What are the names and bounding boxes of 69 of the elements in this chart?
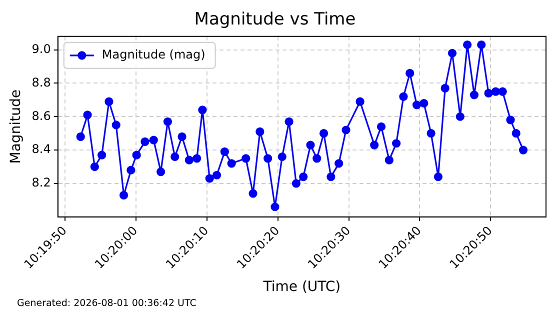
point	[370, 140, 379, 150]
point	[512, 129, 520, 138]
point	[126, 166, 136, 174]
point	[220, 147, 229, 156]
point	[178, 132, 186, 141]
point	[98, 150, 106, 160]
legend-label: Magnitude (mag)	[102, 48, 206, 62]
point	[456, 112, 464, 121]
point	[326, 172, 336, 182]
y-tick-label: 8.4	[32, 142, 51, 156]
point	[242, 154, 250, 163]
point	[156, 167, 166, 176]
point	[392, 139, 401, 148]
point	[227, 159, 236, 168]
point	[119, 190, 128, 200]
point	[278, 152, 286, 162]
point	[264, 154, 272, 163]
point	[376, 122, 386, 131]
point	[192, 154, 202, 163]
point	[506, 116, 515, 124]
point	[292, 179, 300, 188]
point	[104, 97, 114, 106]
point	[412, 100, 422, 110]
point	[312, 154, 322, 163]
point	[426, 129, 436, 138]
text: Generated: 2026-08-01 00:36:42 UTC	[17, 298, 196, 309]
point	[140, 137, 150, 146]
point	[205, 174, 214, 183]
point	[319, 129, 328, 138]
point	[212, 170, 222, 180]
point	[518, 146, 528, 154]
point	[90, 162, 99, 172]
point	[163, 117, 172, 126]
point	[198, 106, 207, 114]
point	[342, 126, 350, 134]
point	[463, 40, 472, 50]
point	[470, 90, 479, 100]
y-tick-label: 8.8	[32, 75, 51, 90]
y-tick-label: 8.2	[32, 176, 51, 190]
point	[248, 189, 258, 198]
point	[484, 88, 493, 98]
point	[420, 98, 428, 108]
chart-title: Magnitude vs Time	[194, 10, 356, 30]
point	[256, 127, 264, 136]
point	[406, 68, 414, 78]
point	[149, 136, 158, 144]
point	[306, 140, 315, 150]
point	[270, 202, 280, 212]
point	[399, 92, 408, 101]
point	[83, 110, 92, 120]
point	[184, 156, 194, 164]
point	[112, 120, 120, 130]
point	[434, 172, 443, 182]
point	[76, 132, 85, 141]
point	[356, 97, 364, 106]
point	[440, 84, 450, 93]
point	[448, 48, 457, 58]
y-tick-label: 9.0	[32, 42, 51, 56]
point	[170, 152, 180, 162]
y-axis-title: Magnitude	[8, 90, 24, 164]
point	[498, 87, 507, 96]
x-axis-title: Time (UTC)	[262, 279, 341, 296]
point	[477, 40, 486, 50]
y-tick-label: 8.6	[32, 108, 51, 123]
point	[299, 172, 308, 182]
point	[132, 150, 141, 160]
point	[284, 117, 294, 126]
point	[334, 159, 344, 168]
point	[384, 156, 394, 164]
